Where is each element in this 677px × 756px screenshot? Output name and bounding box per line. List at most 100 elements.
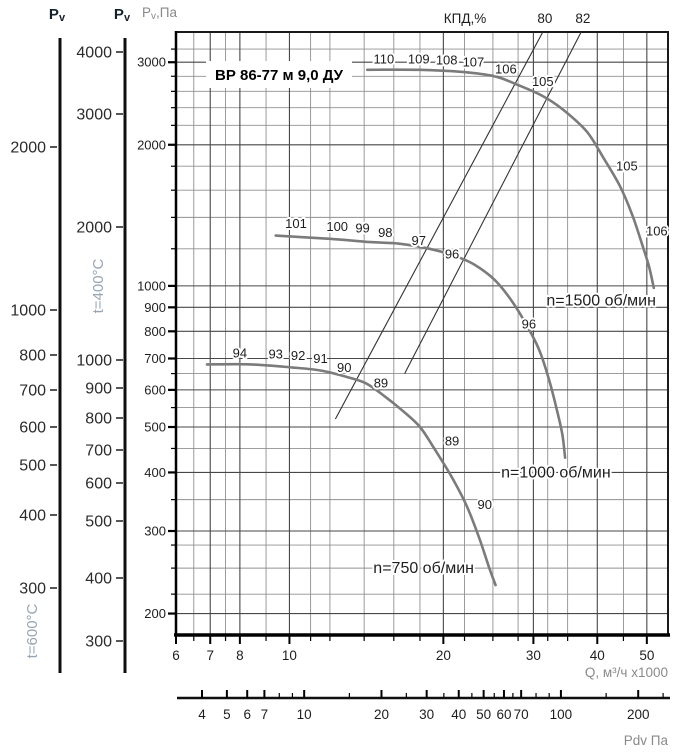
main-axis-title: Pv,Па [142, 5, 177, 22]
noise-level-label: 91 [313, 351, 327, 366]
aux-tick-label: 500 [19, 458, 46, 475]
aux-tick-label: 800 [85, 411, 112, 428]
pdv-axis: 4 5 6 7 10 20 30 40 50 60 70 100 200 Pdv Па [177, 690, 670, 748]
plot-border [174, 31, 670, 637]
noise-level-label: 105 [616, 159, 638, 174]
aux-tick-label: 2000 [10, 140, 46, 157]
pdv-tick-label: 70 [514, 707, 529, 722]
y-tick-label: 700 [144, 351, 166, 366]
x-tick-label: 6 [172, 648, 180, 663]
pdv-tick-label: 4 [198, 707, 206, 722]
curve-n1500: 110 109 108 107 106 105 105 106 n=1500 об/мин [366, 49, 670, 312]
y-tick-label: 900 [144, 300, 166, 315]
noise-level-label: 92 [291, 348, 305, 363]
aux-tick-label: 800 [19, 348, 46, 365]
aux-tick-label: 3000 [76, 107, 112, 124]
noise-level-label: 100 [326, 219, 348, 234]
aux-tick-label: 900 [85, 381, 112, 398]
speed-label-n1500: n=1500 об/мин [546, 293, 656, 310]
noise-level-label: 109 [408, 51, 430, 66]
x-tick-label: 20 [436, 648, 451, 663]
aux-tick-label: 4000 [76, 45, 112, 62]
chart-title: ВР 86-77 м 9,0 ДУ [215, 67, 344, 84]
plot-grid [175, 32, 668, 635]
curve-n1000: 101 100 99 98 97 96 96 n=1000 об/мин [274, 214, 613, 483]
aux-tick-label: 400 [85, 571, 112, 588]
efficiency-line-80 [334, 31, 544, 420]
pdv-tick-label: 6 [243, 707, 251, 722]
aux-tick-label: 600 [85, 476, 112, 493]
noise-level-label: 90 [478, 497, 492, 512]
noise-level-label: 110 [374, 51, 395, 66]
noise-level-label: 107 [463, 55, 485, 70]
pdv-axis-caption: Pdv Па [624, 733, 669, 748]
curve-path-n1500 [366, 68, 656, 290]
aux-tick-label: 1000 [76, 353, 112, 370]
speed-label-n1000: n=1000 об/мин [501, 464, 611, 481]
aux-axis-400c: 4000 3000 2000 1000 900 800 700 600 500 400 300 t=4… [76, 6, 131, 673]
aux-tick-label: 600 [19, 420, 46, 437]
noise-level-label: 90 [337, 360, 351, 375]
noise-level-label: 89 [445, 433, 459, 448]
aux-tick-label: 2000 [76, 220, 112, 237]
noise-level-label: 106 [495, 62, 517, 77]
chart-title-group: ВР 86-77 м 9,0 ДУ [206, 61, 352, 88]
x-tick-label: 10 [282, 648, 297, 663]
x-tick-label: 7 [206, 648, 214, 663]
plot-frame [175, 31, 669, 636]
aux-tick-label: 700 [85, 443, 112, 460]
pdv-tick-label: 60 [496, 707, 511, 722]
y-tick-label: 1000 [137, 278, 166, 293]
noise-level-label: 106 [646, 223, 668, 238]
aux-axis-title: Pv [49, 6, 66, 24]
efficiency-axis-title: КПД,% [444, 11, 486, 26]
aux-tick-label: 300 [85, 634, 112, 651]
y-tick-label: 2000 [137, 137, 166, 152]
curve-path-n750 [205, 362, 497, 587]
x-tick-label: 50 [639, 648, 654, 663]
aux-temp-label: t=600°C [24, 603, 41, 658]
noise-level-label: 97 [411, 233, 425, 248]
pdv-tick-label: 40 [451, 707, 466, 722]
pdv-tick-label: 10 [297, 707, 312, 722]
y-tick-label: 500 [144, 420, 166, 435]
pdv-tick-label: 200 [627, 707, 650, 722]
noise-level-label: 99 [355, 220, 369, 235]
aux-temp-label: t=400°C [90, 258, 107, 313]
aux-axis-title: Pv [114, 6, 131, 24]
efficiency-lines: 80 82 КПД,% [334, 11, 590, 420]
pdv-tick-label: 7 [261, 707, 269, 722]
pdv-tick-label: 5 [223, 707, 231, 722]
curve-path-n1000 [274, 234, 567, 459]
title-background [206, 61, 352, 88]
noise-level-label: 96 [522, 316, 536, 331]
noise-level-label: 108 [436, 53, 458, 68]
y-tick-label: 300 [144, 524, 166, 539]
aux-tick-label: 300 [19, 581, 46, 598]
pdv-tick-label: 30 [419, 707, 434, 722]
aux-tick-label: 700 [19, 383, 46, 400]
aux-tick-label: 500 [85, 514, 112, 531]
efficiency-label-80: 80 [537, 11, 552, 26]
x-tick-label: 8 [236, 648, 244, 663]
noise-level-label: 94 [233, 345, 247, 360]
pdv-tick-label: 20 [374, 707, 389, 722]
y-tick-label: 400 [144, 465, 166, 480]
efficiency-label-82: 82 [575, 11, 590, 26]
curve-n750: 94 93 92 91 90 89 89 90 n=750 об/мин [205, 343, 497, 587]
pdv-tick-label: 100 [550, 707, 573, 722]
noise-level-label: 101 [285, 216, 307, 231]
aux-axis-600c: 2000 1000 800 700 600 500 400 300 t=600°C Pv [10, 6, 66, 673]
x-axis-labels: 6 7 8 10 20 30 40 50 Q, м³/ч x1000 [172, 635, 668, 680]
x-axis-caption: Q, м³/ч x1000 [585, 665, 668, 680]
y-tick-label: 600 [144, 382, 166, 397]
noise-level-label: 105 [532, 74, 554, 89]
x-tick-label: 40 [590, 648, 605, 663]
aux-tick-label: 400 [19, 508, 46, 525]
y-tick-label: 200 [144, 606, 166, 621]
efficiency-line-82 [404, 31, 582, 374]
noise-level-label: 96 [445, 246, 459, 261]
noise-level-label: 93 [268, 347, 282, 362]
